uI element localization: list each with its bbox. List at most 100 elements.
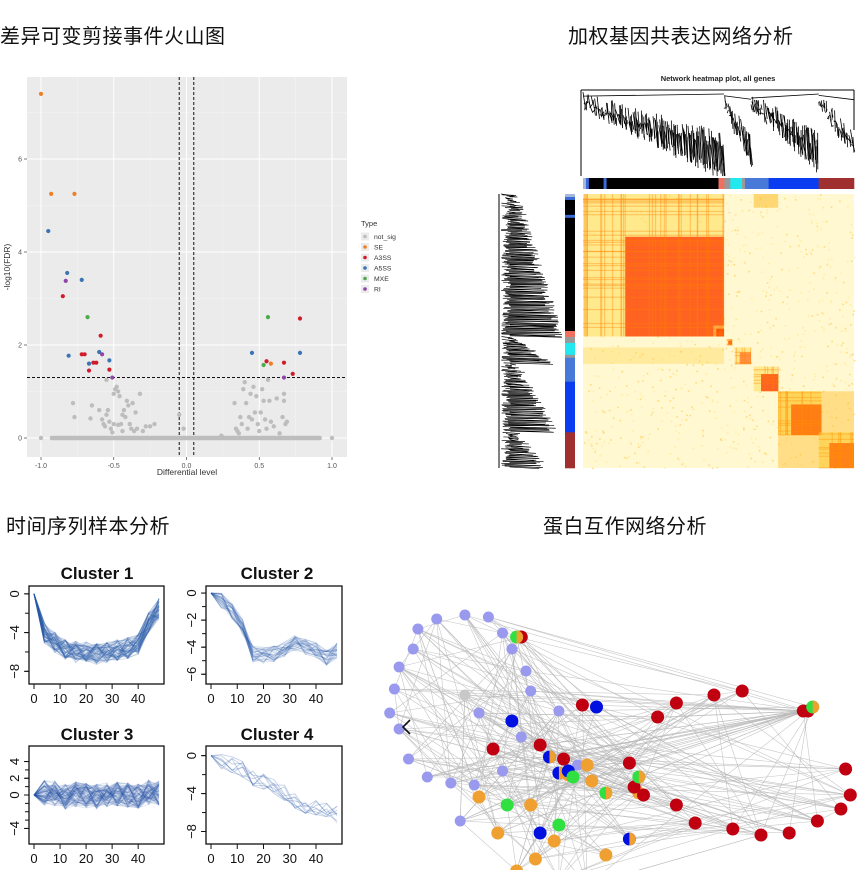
volcano-point-not_sig — [258, 410, 263, 415]
network-node-periwinkle[interactable] — [553, 705, 565, 717]
network-node-orange[interactable] — [524, 798, 538, 812]
cluster-profile-line — [33, 781, 160, 803]
network-node-periwinkle[interactable] — [515, 731, 527, 743]
network-node-red[interactable] — [669, 798, 683, 812]
node-circle — [459, 689, 471, 701]
network-node-blue[interactable] — [505, 714, 519, 728]
network-node-orange[interactable] — [528, 852, 542, 866]
heatmap-cell — [650, 413, 653, 416]
network-node-periwinkle[interactable] — [393, 661, 405, 673]
network-node-periwinkle[interactable] — [473, 707, 485, 719]
network-node-red[interactable] — [637, 788, 650, 802]
network-node-orange[interactable] — [599, 848, 613, 862]
dendrogram-branch — [506, 240, 531, 243]
network-node-red[interactable] — [486, 742, 500, 756]
cluster-profile-line — [33, 787, 160, 806]
network-node-periwinkle[interactable] — [407, 643, 419, 655]
network-node-red[interactable] — [627, 780, 641, 794]
network-edge — [605, 702, 677, 794]
heatmap-cell — [630, 413, 633, 416]
heatmap-cell — [814, 330, 817, 333]
network-node-red[interactable] — [622, 756, 636, 770]
dendrogram-branch — [718, 133, 722, 174]
node-circle — [585, 774, 599, 788]
dendrogram-branch — [503, 252, 533, 256]
network-node-orange[interactable] — [510, 864, 524, 871]
heatmap-cell — [778, 208, 781, 210]
network-node-green[interactable] — [599, 786, 613, 800]
network-node-blue[interactable] — [590, 700, 603, 714]
network-node-periwinkle[interactable] — [506, 643, 518, 655]
heatmap-cell — [615, 359, 617, 362]
network-node-red[interactable] — [707, 688, 721, 702]
network-node-periwinkle[interactable] — [412, 623, 424, 635]
network-node-periwinkle[interactable] — [393, 723, 405, 735]
network-node-periwinkle[interactable] — [520, 665, 532, 677]
network-node-blue[interactable] — [533, 826, 547, 840]
network-node-orange[interactable] — [580, 758, 594, 772]
network-node-red[interactable] — [782, 826, 796, 840]
dendrogram-merge — [582, 93, 724, 97]
network-node-green[interactable] — [500, 798, 514, 812]
network-node-red[interactable] — [834, 802, 848, 816]
node-circle — [528, 852, 542, 866]
cluster-profile-line — [33, 784, 160, 807]
network-node-green[interactable] — [566, 770, 580, 784]
network-node-green[interactable] — [552, 818, 566, 832]
dendrogram-branch — [506, 236, 528, 239]
network-node-periwinkle[interactable] — [482, 611, 494, 623]
network-node-periwinkle[interactable] — [497, 765, 508, 777]
network-node-periwinkle[interactable] — [468, 779, 480, 791]
heatmap-cell — [743, 399, 746, 402]
network-node-periwinkle[interactable] — [431, 613, 443, 625]
network-node-red[interactable] — [726, 822, 740, 836]
network-node-red[interactable] — [754, 828, 768, 842]
network-node-periwinkle[interactable] — [497, 627, 508, 639]
volcano-point-not_sig — [245, 426, 250, 431]
network-node-red[interactable] — [557, 752, 571, 766]
network-node-periwinkle[interactable] — [384, 707, 396, 719]
network-node-green[interactable] — [632, 770, 646, 784]
dendrogram-branch — [732, 117, 737, 130]
network-node-blue[interactable] — [622, 832, 636, 846]
heatmap-cell — [661, 369, 664, 371]
network-node-red[interactable] — [839, 762, 853, 776]
network-node-red[interactable] — [575, 698, 589, 712]
network-node-orange[interactable] — [491, 826, 505, 840]
heatmap-streak — [818, 455, 854, 457]
node-circle — [566, 770, 580, 784]
network-node-red[interactable] — [735, 684, 749, 698]
network-node-orange[interactable] — [472, 790, 486, 804]
dendrogram-branch — [508, 422, 546, 425]
network-node-gray[interactable] — [459, 689, 471, 701]
network-node-periwinkle[interactable] — [525, 685, 537, 697]
network-node-periwinkle[interactable] — [445, 777, 457, 789]
network-edge — [582, 704, 588, 870]
network-node-periwinkle[interactable] — [388, 683, 400, 695]
heatmap-cell — [849, 407, 851, 410]
heatmap-cell — [728, 211, 731, 214]
network-node-orange[interactable] — [547, 834, 561, 848]
heatmap-cell — [822, 220, 825, 223]
network-node-red[interactable] — [669, 696, 683, 710]
network-node-periwinkle[interactable] — [454, 815, 466, 827]
network-node-green[interactable] — [510, 630, 524, 644]
network-node-periwinkle[interactable] — [572, 759, 584, 771]
network-node-red[interactable] — [810, 814, 824, 828]
network-node-red[interactable] — [651, 710, 665, 724]
dendrogram-branch — [609, 111, 613, 122]
network-node-blue[interactable] — [543, 750, 557, 764]
left-dendrogram — [498, 193, 563, 470]
network-node-green[interactable] — [806, 700, 820, 714]
network-edge — [412, 648, 554, 870]
heatmap-cell — [745, 384, 748, 387]
back-arrow-icon[interactable] — [401, 719, 411, 735]
network-node-periwinkle[interactable] — [421, 771, 433, 783]
network-node-red[interactable] — [688, 816, 702, 830]
network-node-periwinkle[interactable] — [403, 753, 414, 765]
heatmap-cell — [726, 424, 729, 427]
network-node-red[interactable] — [533, 738, 547, 752]
network-node-periwinkle[interactable] — [459, 609, 471, 621]
network-node-orange[interactable] — [585, 774, 599, 788]
network-node-red[interactable] — [843, 788, 857, 802]
